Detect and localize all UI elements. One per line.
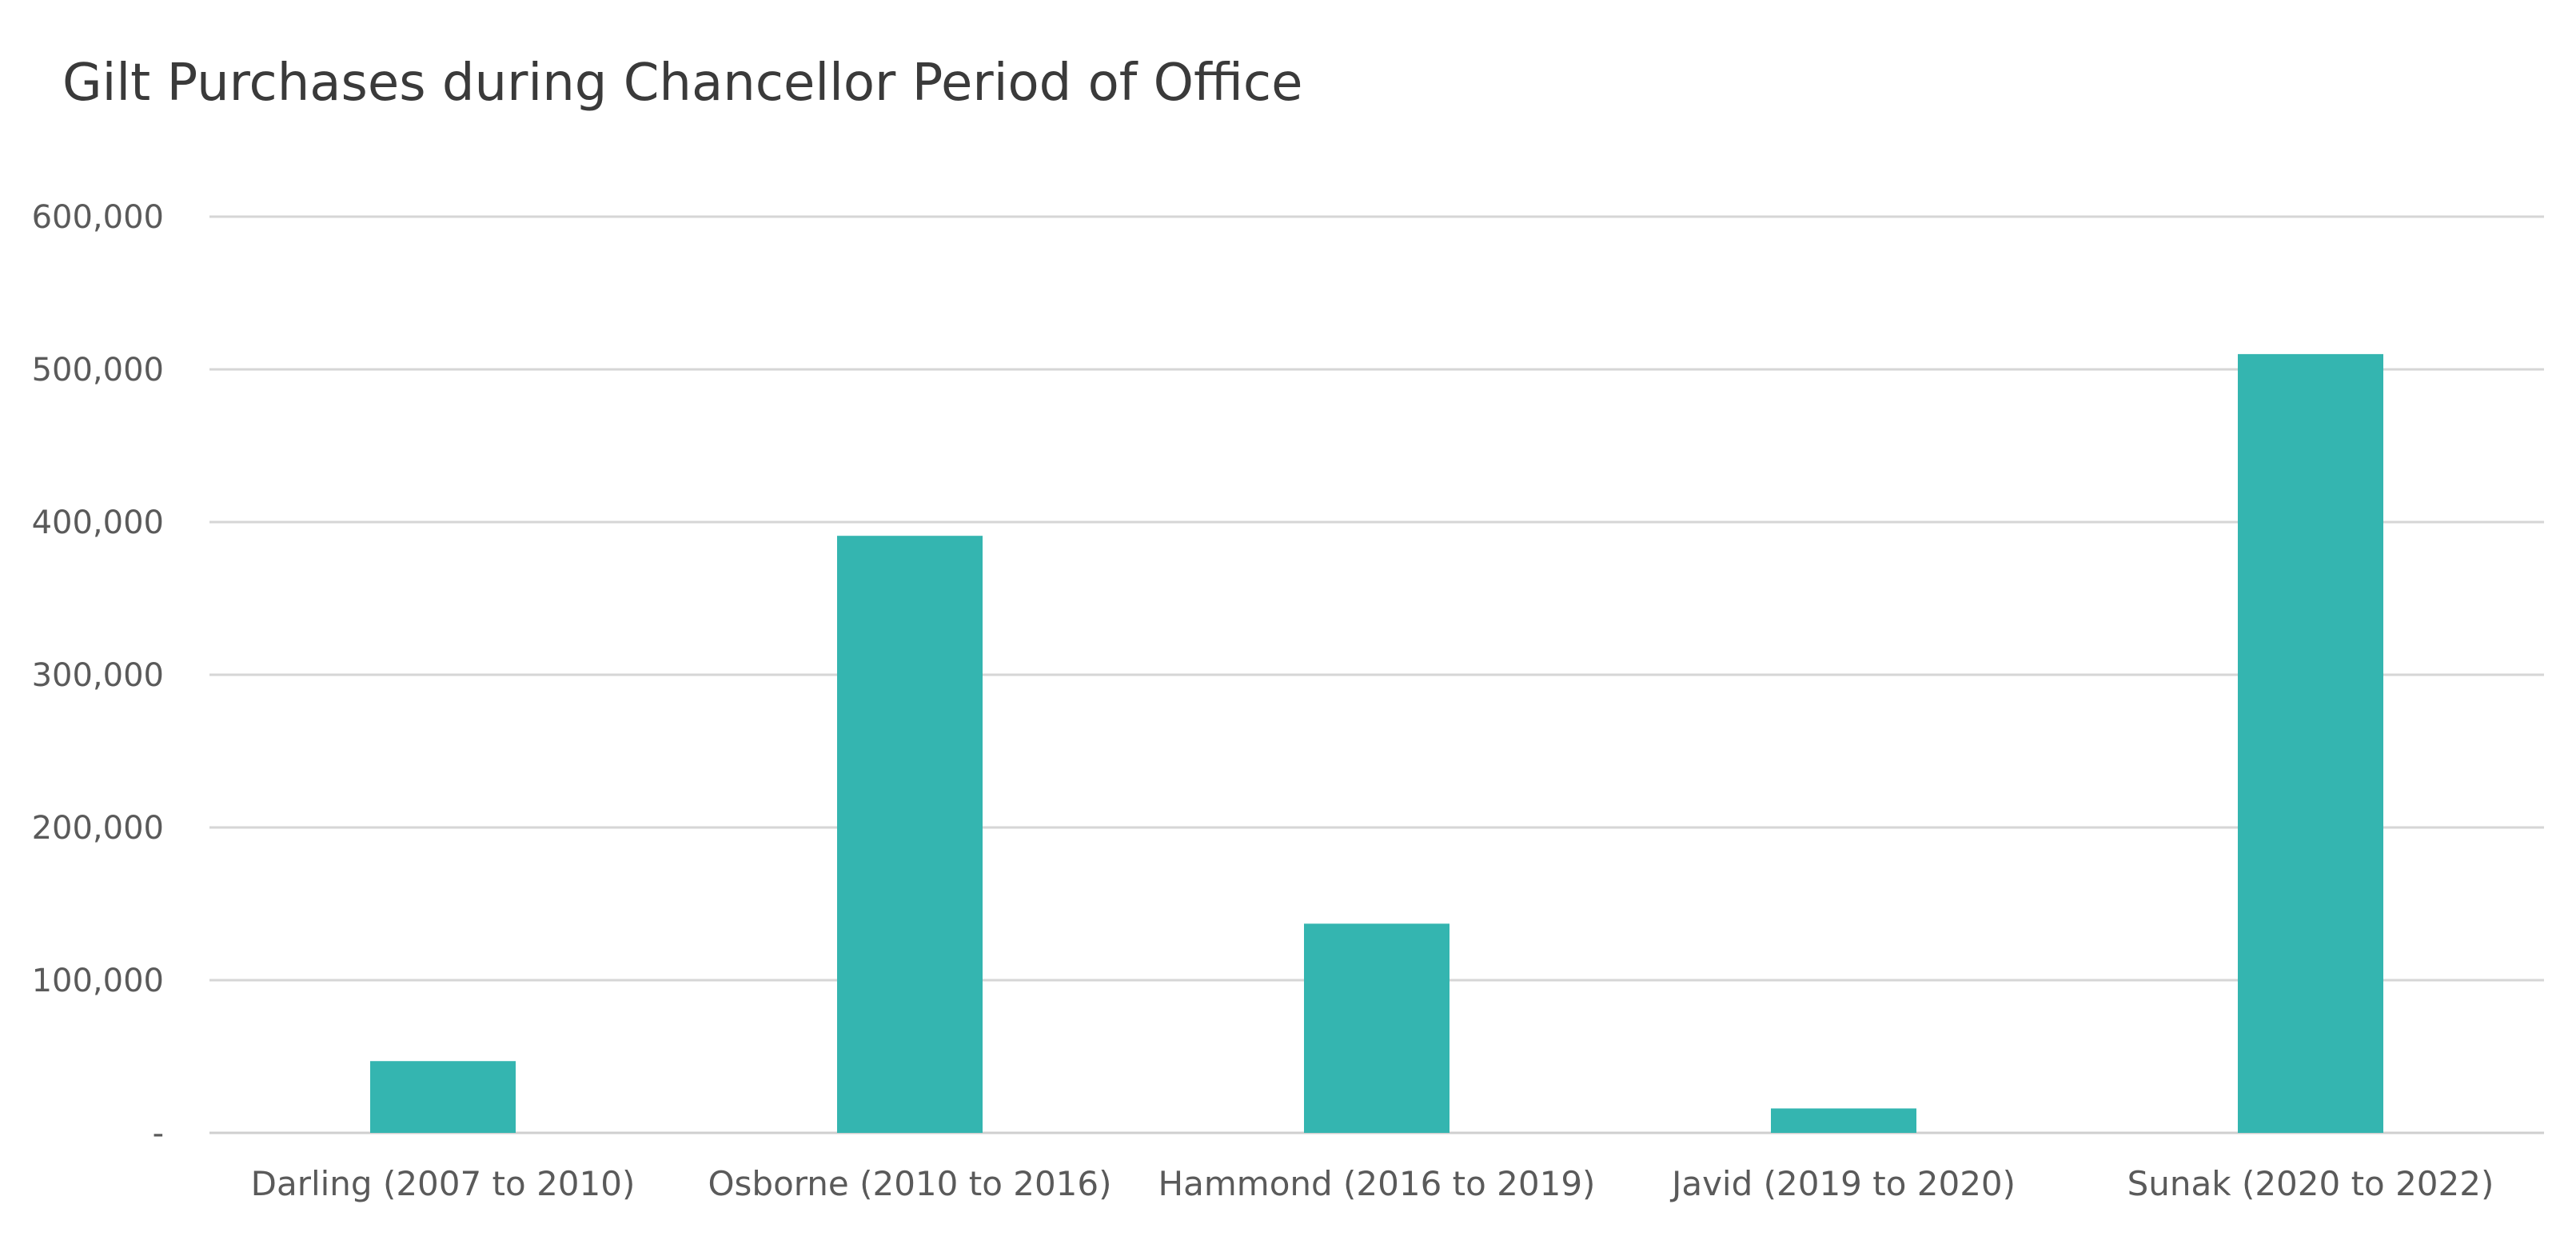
bar xyxy=(2238,353,2383,1133)
bars xyxy=(370,353,2383,1133)
y-tick-label: 500,000 xyxy=(32,352,164,389)
bar xyxy=(370,1061,516,1133)
x-axis-labels: Darling (2007 to 2010) Osborne (2010 to 2… xyxy=(251,1164,2494,1203)
bar xyxy=(1771,1108,1916,1133)
y-tick-label: 100,000 xyxy=(32,963,164,999)
y-tick-label: 200,000 xyxy=(32,810,164,847)
gridlines xyxy=(209,215,2544,1134)
chart-title: Gilt Purchases during Chancellor Period … xyxy=(62,54,1302,113)
y-tick-label: - xyxy=(153,1115,164,1152)
x-tick-label: Hammond (2016 to 2019) xyxy=(1158,1164,1596,1203)
y-tick-label: 300,000 xyxy=(32,657,164,694)
x-tick-label: Javid (2019 to 2020) xyxy=(1669,1164,2016,1203)
x-tick-label: Osborne (2010 to 2016) xyxy=(708,1164,1111,1203)
bar xyxy=(837,536,983,1133)
y-axis-ticks: - 100,000 200,000 300,000 400,000 500,000 600,… xyxy=(32,199,164,1152)
y-tick-label: 400,000 xyxy=(32,504,164,541)
x-tick-label: Darling (2007 to 2010) xyxy=(251,1164,636,1203)
x-tick-label: Sunak (2020 to 2022) xyxy=(2127,1164,2494,1203)
y-tick-label: 600,000 xyxy=(32,199,164,236)
bar xyxy=(1304,923,1449,1133)
